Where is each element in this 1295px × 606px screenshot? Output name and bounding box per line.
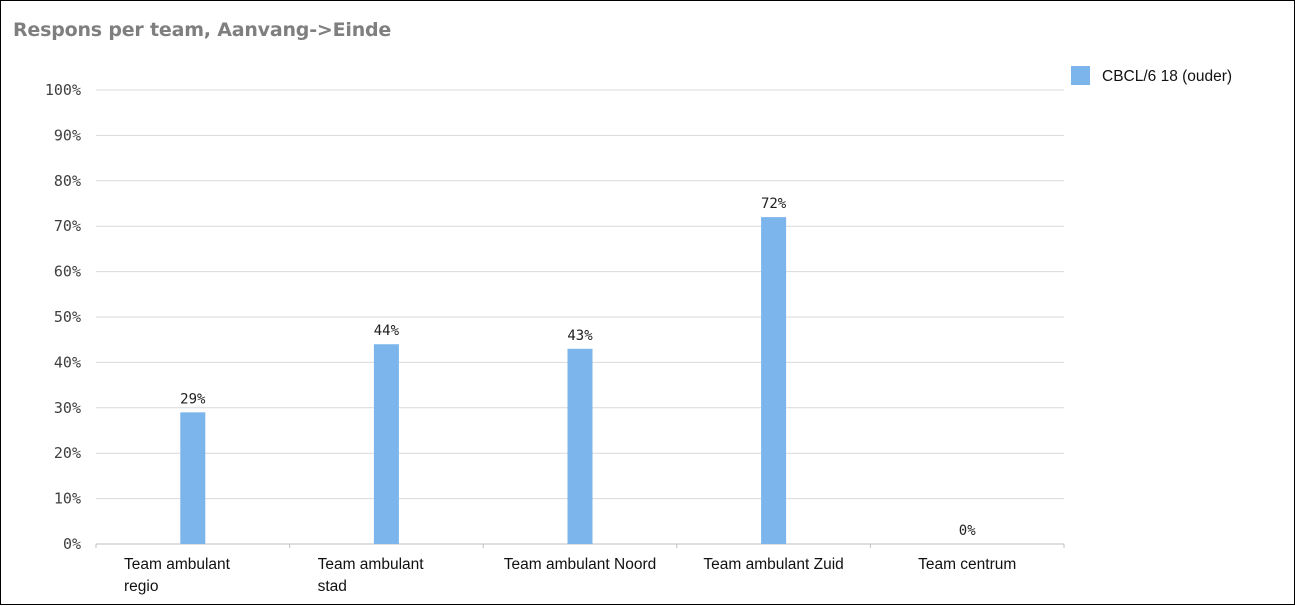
y-tick-label: 80% (54, 172, 81, 190)
bar (567, 348, 593, 544)
data-labels: 29% 44% 43% 72% 0% (180, 196, 976, 539)
y-tick-label: 30% (54, 399, 81, 417)
x-category-label: Team ambulant regio (124, 556, 231, 595)
legend-swatch (1071, 66, 1090, 85)
y-tick-label: 10% (54, 490, 81, 508)
x-category-label: Team ambulant Noord (504, 556, 657, 573)
bar (373, 344, 399, 544)
bar (761, 217, 787, 544)
y-tick-label: 60% (54, 263, 81, 281)
data-label: 29% (180, 391, 206, 407)
legend: CBCL/6 18 (ouder) (1071, 66, 1232, 85)
data-label: 0% (959, 523, 976, 539)
y-tick-label: 70% (54, 217, 81, 235)
y-tick-label: 100% (45, 81, 81, 99)
y-tick-label: 40% (54, 353, 81, 371)
y-tick-label: 90% (54, 126, 81, 144)
bar (180, 412, 206, 544)
y-axis-ticks: 0% 10% 20% 30% 40% 50% 60% 70% 80% 90% 100% (45, 81, 81, 553)
bars (180, 217, 787, 544)
data-label: 44% (374, 323, 400, 339)
y-tick-label: 50% (54, 308, 81, 326)
chart-title: Respons per team, Aanvang->Einde (13, 19, 392, 41)
y-tick-label: 20% (54, 444, 81, 462)
x-category-label: Team ambulant stad (318, 556, 425, 595)
x-axis-labels: Team ambulant regio Team ambulant stad Team … (124, 556, 1016, 595)
x-category-label: Team centrum (918, 556, 1016, 573)
legend-label: CBCL/6 18 (ouder) (1102, 68, 1232, 85)
y-tick-label: 0% (63, 535, 81, 553)
data-label: 43% (567, 328, 593, 344)
data-label: 72% (761, 196, 787, 212)
x-category-label: Team ambulant Zuid (703, 556, 843, 573)
